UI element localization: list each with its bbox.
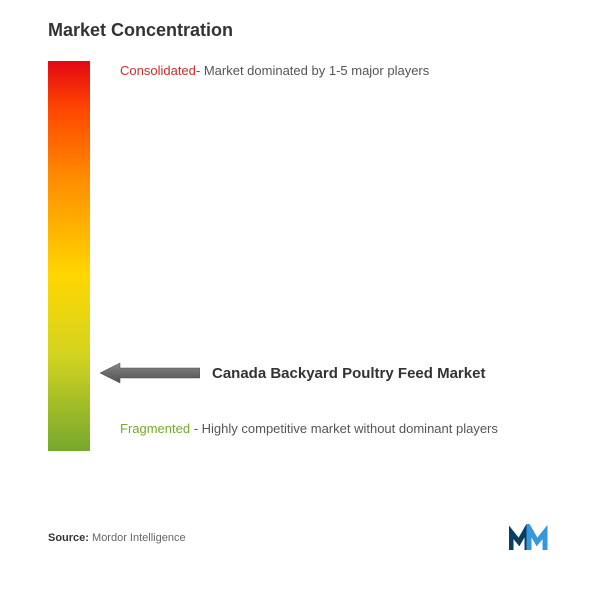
market-position-marker: Canada Backyard Poultry Feed Market <box>100 361 485 385</box>
consolidated-text: Consolidated <box>120 63 196 78</box>
market-name: Canada Backyard Poultry Feed Market <box>212 365 485 382</box>
fragmented-label: Fragmented - Highly competitive market w… <box>120 419 539 439</box>
source-attribution: Source: Mordor Intelligence <box>48 532 186 544</box>
fragmented-text: Fragmented <box>120 421 190 436</box>
chart-title: Market Concentration <box>48 20 559 41</box>
fragmented-description: - Highly competitive market without domi… <box>190 421 498 436</box>
mordor-logo-icon <box>509 524 549 559</box>
source-prefix: Source: <box>48 532 89 544</box>
consolidated-label: Consolidated- Market dominated by 1-5 ma… <box>120 63 429 78</box>
concentration-gradient-bar <box>48 61 90 451</box>
arrow-icon <box>100 361 200 385</box>
market-concentration-chart: Market Concentration Consolidated- Marke… <box>0 0 589 589</box>
source-text: Mordor Intelligence <box>89 532 186 544</box>
labels-area: Consolidated- Market dominated by 1-5 ma… <box>90 61 559 461</box>
chart-body: Consolidated- Market dominated by 1-5 ma… <box>30 61 559 461</box>
consolidated-description: - Market dominated by 1-5 major players <box>196 63 429 78</box>
